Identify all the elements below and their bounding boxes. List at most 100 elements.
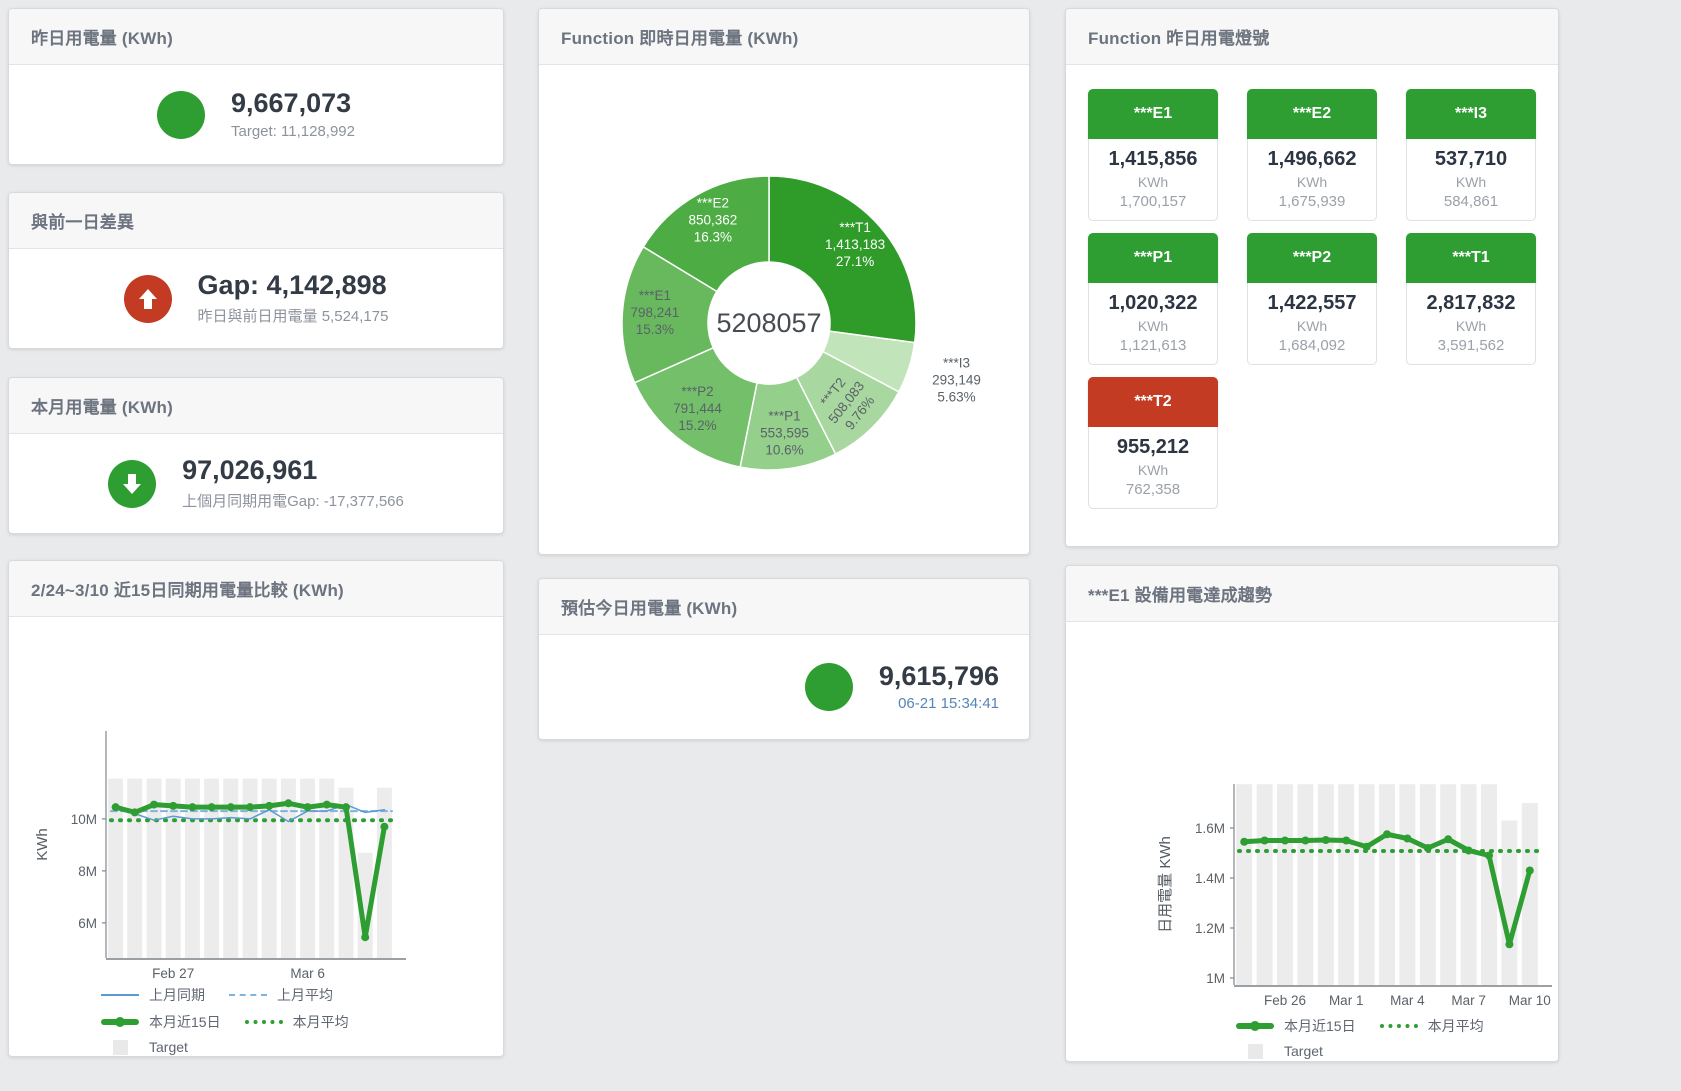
target-bar: [1481, 784, 1497, 985]
kpi-value: 9,667,073: [231, 88, 352, 119]
legend-item-本月近15日[interactable]: 本月近15日: [101, 1012, 221, 1032]
legend-row: Target: [1236, 1043, 1484, 1059]
legend-label: Target: [149, 1039, 188, 1055]
device-target: 1,700,157: [1119, 193, 1187, 210]
target-bar: [223, 778, 239, 958]
y-tick-label: 1.2M: [1195, 921, 1225, 936]
device-tile-T1: ***T1 2,817,832 KWh 3,591,562: [1406, 233, 1536, 365]
card-title: 本月用電量 (KWh): [31, 398, 173, 417]
card-title: 2/24~3/10 近15日同期用電量比較 (KWh): [31, 581, 344, 600]
device-tile-P1: ***P1 1,020,322 KWh 1,121,613: [1088, 233, 1218, 365]
device-tile-body: 1,496,662 KWh 1,675,939: [1247, 139, 1377, 221]
legend-row: 上月同期 上月平均: [101, 985, 349, 1005]
target-bar: [1399, 784, 1416, 985]
card-header: Function 即時日用電量 (KWh): [539, 9, 1029, 65]
device-tile-body: 2,817,832 KWh 3,591,562: [1406, 283, 1536, 365]
chart-legend: 本月近15日 本月平均 Target: [1236, 1016, 1484, 1059]
donut-segment-E2[interactable]: [642, 175, 770, 293]
card-header: 與前一日差異: [9, 193, 503, 249]
device-value: 1,020,322: [1108, 292, 1198, 314]
device-value: 2,817,832: [1426, 292, 1516, 314]
target-bar: [204, 778, 220, 958]
card-title: Function 昨日用電燈號: [1088, 29, 1270, 48]
card-title: 昨日用電量 (KWh): [31, 29, 173, 48]
target-bar: [376, 787, 392, 958]
legend-label: 本月近15日: [149, 1014, 221, 1030]
device-tile-header: ***T1: [1406, 233, 1536, 283]
legend-row: 本月近15日 本月平均: [1236, 1016, 1484, 1036]
status-circle-icon: [157, 90, 205, 139]
target-bar: [242, 778, 258, 958]
target-bar: [127, 778, 143, 958]
device-tile-header: ***E2: [1247, 89, 1377, 139]
legend-item-本月平均[interactable]: 本月平均: [1379, 1016, 1484, 1036]
x-tick-label: Mar 7: [1451, 993, 1486, 1008]
donut-segment-E1[interactable]: [621, 245, 718, 384]
kpi-text: 9,667,073 Target: 11,128,992: [231, 88, 355, 140]
target-bar: [261, 778, 277, 958]
donut-center-total: 5208057: [716, 308, 821, 338]
kpi-subtitle: 昨日與前日用電量 5,524,175: [197, 307, 389, 325]
target-bar: [1256, 784, 1273, 985]
device-value: 1,415,856: [1108, 148, 1198, 170]
card-title: 預估今日用電量 (KWh): [561, 599, 738, 618]
kpi-text: Gap: 4,142,898 昨日與前日用電量 5,524,175: [197, 270, 389, 326]
device-tile-body: 1,415,856 KWh 1,700,157: [1088, 139, 1218, 221]
x-tick-label: Mar 4: [1390, 993, 1425, 1008]
realtime-usage-donut-chart: ***T1 1,413,183 27.1% ***I3 293,149 5.63% ***T…: [539, 65, 1029, 559]
legend-swatch-icon: [101, 994, 139, 996]
y-tick-label: 1.4M: [1195, 871, 1225, 886]
kpi-subtitle: Target: 11,128,992: [231, 122, 355, 140]
target-bar: [184, 778, 200, 958]
card-title: Function 即時日用電量 (KWh): [561, 29, 799, 48]
kpi-timestamp: 06-21 15:34:41: [898, 695, 999, 713]
legend-item-本月近15日[interactable]: 本月近15日: [1236, 1016, 1356, 1036]
x-tick-label: Mar 1: [1329, 993, 1364, 1008]
card-15day-comparison: 2/24~3/10 近15日同期用電量比較 (KWh) 6M 8M 10M Feb 2…: [8, 560, 504, 1057]
x-tick-label: Mar 6: [290, 966, 325, 981]
device-tile-header: ***P1: [1088, 233, 1218, 283]
card-realtime-donut: Function 即時日用電量 (KWh) ***T1 1,413,183 27.1…: [538, 8, 1030, 555]
device-tile-body: 537,710 KWh 584,861: [1406, 139, 1536, 221]
device-value: 1,422,557: [1267, 292, 1357, 314]
legend-item-本月平均[interactable]: 本月平均: [244, 1012, 349, 1032]
card-month-usage: 本月用電量 (KWh) 97,026,961 上個月同期用電Gap: -17,3…: [8, 377, 504, 534]
donut-segment-T1[interactable]: [768, 175, 917, 344]
target-bar: [1419, 784, 1436, 985]
arrow-down-icon: [108, 459, 157, 508]
device-tile-grid: ***E1 1,415,856 KWh 1,700,157 ***E2 1,496,662…: [1088, 89, 1536, 509]
target-bar: [1236, 784, 1253, 985]
target-bar: [165, 778, 181, 958]
device-tile-E1: ***E1 1,415,856 KWh 1,700,157: [1088, 89, 1218, 221]
card-estimate-today: 預估今日用電量 (KWh) 9,615,796 06-21 15:34:41: [538, 578, 1030, 740]
legend-item-上月同期[interactable]: 上月同期: [101, 985, 205, 1005]
legend-label: 本月平均: [292, 1014, 349, 1030]
device-target: 1,684,092: [1278, 337, 1346, 354]
target-bar: [1379, 784, 1395, 985]
legend-swatch-icon: [1236, 1043, 1274, 1059]
target-bar: [1501, 820, 1518, 985]
legend-item-上月平均[interactable]: 上月平均: [229, 985, 333, 1005]
legend-item-Target[interactable]: Target: [101, 1039, 188, 1055]
device-unit: KWh: [1296, 318, 1328, 334]
device-tile-body: 1,422,557 KWh 1,684,092: [1247, 283, 1377, 365]
donut-label-P2: ***P2 791,444 15.2%: [673, 384, 722, 433]
legend-label: 本月平均: [1427, 1018, 1484, 1034]
target-bar: [1338, 784, 1355, 985]
legend-label: 本月近15日: [1284, 1018, 1356, 1034]
card-title: 與前一日差異: [31, 213, 135, 232]
device-tile-I3: ***I3 537,710 KWh 584,861: [1406, 89, 1536, 221]
y-axis-title: 日用電量 KWh: [1157, 836, 1174, 933]
x-tick-label: Feb 27: [152, 966, 194, 981]
device-target: 584,861: [1443, 193, 1499, 210]
donut-segment-P2[interactable]: [633, 346, 758, 469]
kpi-text: 9,615,796 06-21 15:34:41: [879, 661, 999, 713]
legend-swatch-icon: [101, 1017, 139, 1027]
x-tick-label: Mar 10: [1509, 993, 1551, 1008]
donut-label-P1: ***P1 553,595 10.6%: [760, 408, 809, 457]
card-yesterday-lights: Function 昨日用電燈號 ***E1 1,415,856 KWh 1,700,1…: [1065, 8, 1559, 547]
target-bar: [108, 778, 124, 958]
x-tick-label: Feb 26: [1264, 993, 1306, 1008]
legend-item-Target[interactable]: Target: [1236, 1043, 1323, 1059]
target-bar: [1440, 784, 1457, 985]
